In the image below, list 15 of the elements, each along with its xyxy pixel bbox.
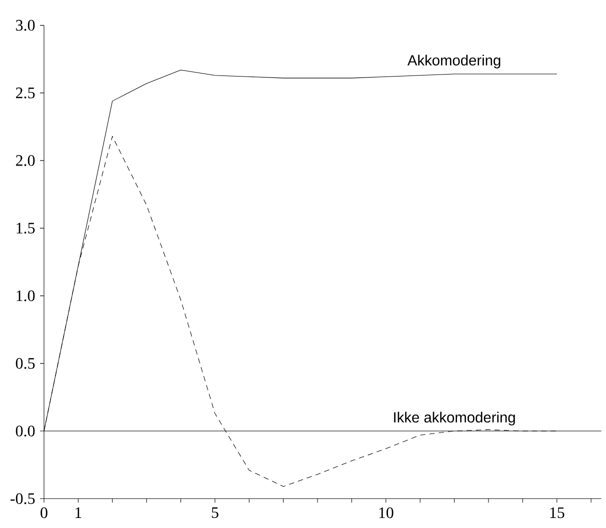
x-tick-label: 10	[379, 507, 394, 518]
y-tick-label: 2.0	[16, 155, 35, 166]
y-tick-label: 2.5	[16, 88, 35, 98]
y-tick-label: -0.5	[10, 493, 35, 504]
x-tick-label: 5	[212, 507, 218, 518]
y-tick-label: 0.5	[16, 358, 35, 369]
series-label: Akkomodering	[407, 54, 500, 68]
series-label: Ikke akkomodering	[394, 412, 515, 426]
x-tick-label: 1	[76, 507, 82, 518]
y-tick-label: 0.0	[16, 426, 35, 436]
x-tick-label: 15	[550, 507, 564, 518]
x-tick-label: 0	[40, 507, 48, 518]
y-tick-label: 1.5	[16, 222, 35, 234]
y-tick-label: 3.0	[16, 20, 35, 31]
y-tick-label: 1.0	[16, 290, 35, 302]
